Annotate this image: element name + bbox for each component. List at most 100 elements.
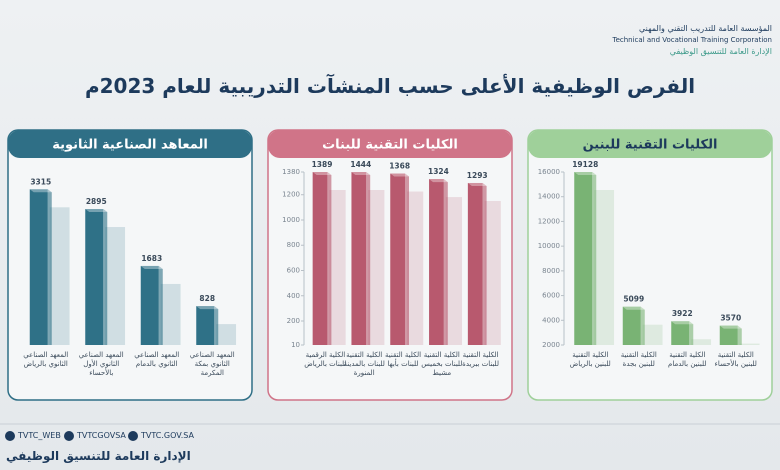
panel-header [8, 130, 252, 158]
bar-side [103, 209, 108, 345]
bar-top [390, 173, 409, 177]
icon [128, 431, 138, 441]
value-label: 1368 [389, 162, 410, 171]
bar-shadow [445, 197, 463, 345]
y-tick-label: 10 [291, 341, 300, 349]
x-tick-label: الكلية التقنية للبنات بخميس مشيط [421, 351, 463, 377]
bar-top [622, 306, 645, 310]
x-tick-label: المعهد الصناعي الثانوي بالدمام [134, 351, 180, 368]
footer-link: TVTC.GOV.SA [141, 431, 194, 440]
x-tick-label: المعهد الصناعي الثانوي الأول بالأحساء [78, 351, 124, 377]
bar-shadow [642, 324, 663, 345]
bar-top [467, 182, 487, 186]
bar [85, 209, 104, 345]
value-label: 1683 [141, 254, 162, 263]
bar-shadow [105, 227, 126, 345]
y-tick-label: 800 [287, 241, 300, 249]
x-tick-label: الكلية التقنية للبنين بالأحساء [714, 351, 757, 368]
bar [390, 173, 405, 345]
bar-side [640, 306, 645, 345]
y-tick-label: 600 [287, 266, 300, 274]
x-tick-label: الكلية الرقمية للبنات بالرياض [304, 351, 347, 368]
bar-top [85, 209, 108, 213]
bar [719, 325, 738, 345]
bar [574, 172, 593, 345]
bar-side [443, 179, 448, 345]
bar-side [47, 189, 52, 345]
value-label: 2895 [86, 197, 107, 206]
bar-top [196, 306, 219, 310]
value-label: 828 [199, 294, 215, 303]
x-tick-label: الكلية التقنية للبنات بالمدينة المنورة [343, 351, 385, 377]
bar [29, 189, 48, 345]
bar-shadow [407, 191, 424, 345]
icon [5, 431, 15, 441]
panel-header [528, 130, 772, 158]
value-label: 3315 [30, 177, 51, 186]
bar-side [405, 173, 409, 345]
panel-title: الكليات التقنية للبنات [322, 138, 458, 153]
y-tick-label: 6000 [542, 292, 560, 300]
bar-side [158, 265, 163, 345]
bar [671, 321, 690, 345]
footer-link: TVTCGOVSA [77, 431, 126, 440]
value-label: 5099 [623, 295, 644, 304]
bar-side [482, 182, 487, 345]
value-label: 1324 [428, 167, 449, 176]
bar-side [366, 172, 371, 345]
bar [196, 306, 215, 345]
bar [312, 172, 328, 345]
bar-side [737, 325, 742, 345]
y-tick-label: 1000 [282, 216, 300, 224]
bar-top [574, 172, 597, 175]
bar-side [214, 306, 219, 345]
x-tick-label: المعهد الصناعي الثانوي بالرياض [23, 351, 69, 368]
bar [467, 182, 483, 345]
bar-side [689, 321, 694, 345]
y-tick-label: 8000 [542, 267, 560, 275]
bar-top [29, 189, 52, 193]
bar-shadow [484, 200, 501, 345]
org-dept: الإدارة العامة للتنسيق الوظيفي [669, 47, 772, 56]
bar-shadow [216, 324, 237, 345]
y-tick-label: 14000 [538, 193, 560, 201]
bar-shadow [329, 190, 346, 345]
y-tick-label: 2000 [542, 341, 560, 349]
bar-shadow [594, 190, 615, 345]
bar-top [351, 172, 371, 175]
org-en: Technical and Vocational Training Corpor… [612, 36, 773, 44]
bar-side [327, 172, 332, 345]
bar-shadow [49, 207, 70, 345]
value-label: 1293 [467, 171, 488, 180]
y-tick-label: 200 [287, 317, 300, 325]
x-tick-label: المعهد الصناعي الثانوي بمكة المكرمة [189, 351, 235, 377]
bar [622, 306, 641, 345]
panel-title: الكليات التقنية للبنين [583, 138, 718, 153]
value-label: 1389 [312, 160, 333, 169]
y-tick-label: 12000 [538, 217, 560, 225]
y-tick-label: 1380 [282, 168, 300, 176]
x-tick-label: الكلية التقنية للبنين بالرياض [569, 351, 611, 368]
bar-shadow [691, 339, 712, 345]
x-tick-label: الكلية التقنية للبنات بأبها [384, 351, 422, 368]
value-label: 3922 [672, 309, 693, 318]
x-tick-label: الكلية التقنية للبنات ببريدة [462, 351, 500, 368]
y-tick-label: 400 [287, 292, 300, 300]
bar [429, 179, 444, 345]
y-tick-label: 16000 [538, 168, 560, 176]
bar [351, 172, 367, 345]
panel-title: المعاهد الصناعية الثانوية [52, 138, 208, 153]
bar-side [592, 172, 597, 345]
footer-dept: الإدارة العامة للتنسيق الوظيفي [6, 449, 191, 463]
x-tick-label: الكلية التقنية للبنين بجدة [620, 351, 657, 368]
value-label: 1444 [350, 160, 371, 169]
org-ar: المؤسسة العامة للتدريب التقني والمهني [638, 24, 772, 33]
value-label: 19128 [572, 160, 598, 169]
bar-top [671, 321, 694, 325]
panel-header [268, 130, 512, 158]
bar-top [140, 265, 163, 269]
bar-shadow [160, 283, 181, 345]
bar-shadow [368, 190, 385, 345]
